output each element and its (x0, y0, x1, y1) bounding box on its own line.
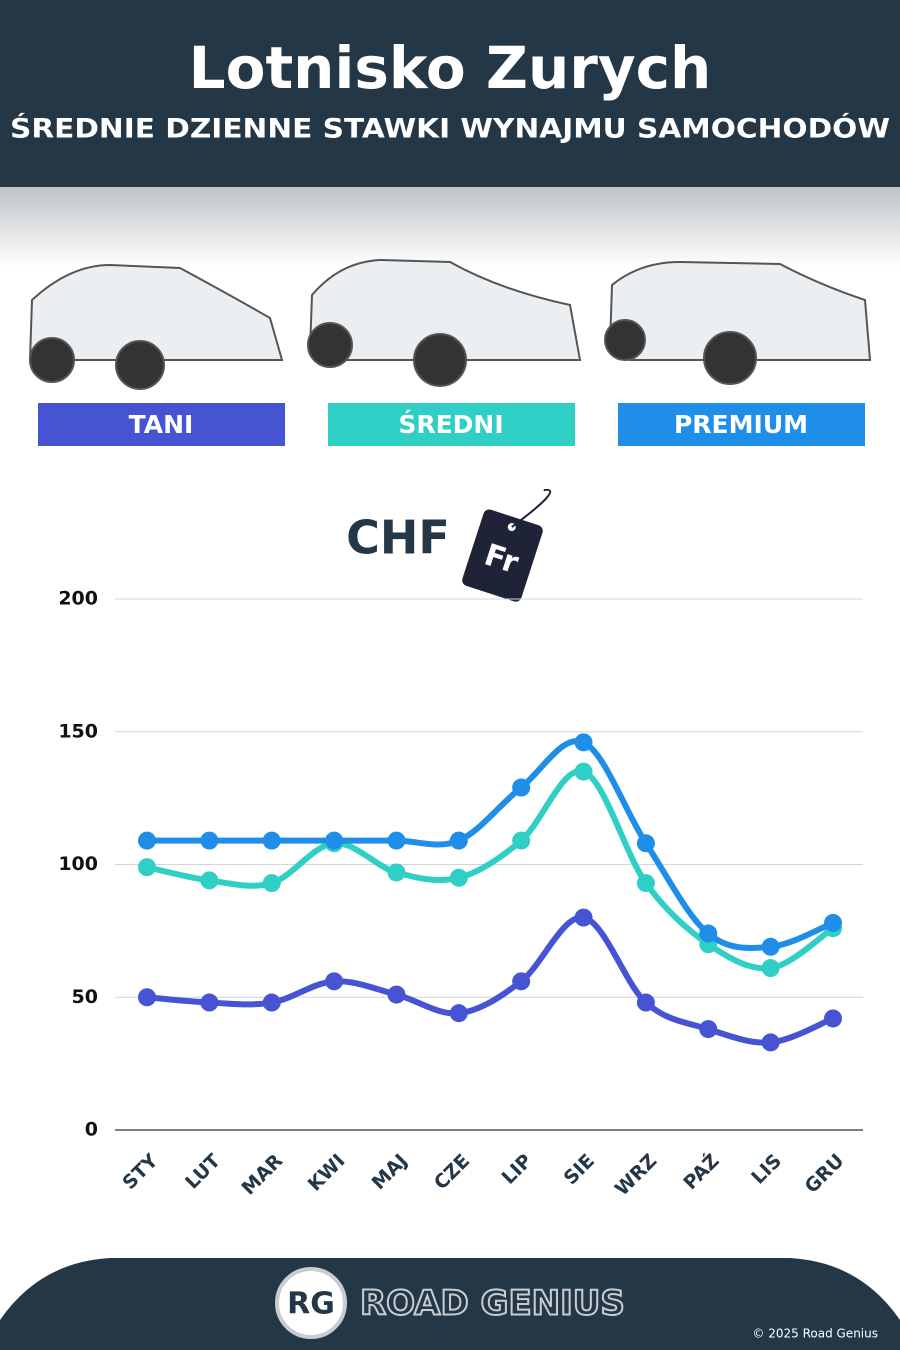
data-point (262, 993, 281, 1012)
series-line (144, 914, 836, 1046)
data-point (387, 863, 406, 882)
footer-band (0, 1258, 900, 1350)
data-point (449, 831, 468, 850)
x-tick-label: STY (118, 1150, 162, 1194)
data-point (699, 924, 718, 943)
data-point (262, 874, 281, 893)
currency-badge: CHF Fr (346, 488, 552, 602)
x-tick-label: LUT (181, 1150, 225, 1194)
data-point (761, 959, 780, 978)
title: Lotnisko Zurych (189, 34, 712, 102)
data-point (387, 831, 406, 850)
logo-circle (275, 1267, 347, 1339)
x-tick-label: MAR (237, 1150, 287, 1200)
data-point (200, 993, 219, 1012)
data-point (512, 778, 531, 797)
y-tick-label: 0 (85, 1119, 98, 1141)
y-tick-label: 100 (58, 853, 98, 875)
price-tag (462, 509, 543, 602)
subtitle: ŚREDNIE DZIENNE STAWKI WYNAJMU SAMOCHODÓ… (10, 113, 890, 145)
x-tick-label: KWI (304, 1150, 350, 1196)
x-tick-label: PAŹ (679, 1149, 724, 1194)
logo: RG (287, 1287, 335, 1322)
x-tick-label: CZE (430, 1150, 474, 1194)
x-tick-label: LIS (747, 1150, 786, 1189)
x-tick-label: MAJ (368, 1150, 412, 1194)
x-tick-label: GRU (801, 1150, 849, 1198)
data-point (636, 874, 655, 893)
legend-label: ŚREDNI (398, 409, 503, 439)
data-point (512, 972, 531, 991)
currency-label: CHF (346, 511, 450, 565)
data-point (138, 858, 156, 877)
header-band (0, 0, 900, 187)
data-point (761, 937, 780, 956)
car-illustrations (28, 258, 872, 390)
x-tick-label: WRZ (611, 1150, 661, 1200)
data-point (824, 913, 842, 932)
data-point (574, 762, 593, 781)
x-tick-label: SIE (560, 1150, 599, 1189)
legend-swatch (328, 403, 575, 446)
data-point (699, 1020, 718, 1039)
data-point (138, 831, 156, 850)
y-tick-label: 50 (72, 986, 98, 1008)
y-tick-label: 200 (58, 588, 98, 610)
data-point (761, 1033, 780, 1052)
data-point (636, 834, 655, 853)
copyright: © 2025 Road Genius (752, 1327, 878, 1341)
series-line (144, 737, 836, 951)
series-line (144, 768, 836, 972)
data-point (636, 993, 655, 1012)
data-point (574, 908, 593, 927)
data-point (449, 1004, 468, 1023)
data-point (512, 831, 531, 850)
legend-label: PREMIUM (674, 410, 808, 439)
data-point (200, 871, 219, 890)
data-point (262, 831, 281, 850)
data-point (824, 1009, 842, 1028)
data-point (325, 972, 344, 991)
data-point (574, 733, 593, 752)
legend-swatch (38, 403, 285, 446)
header-shadow (0, 187, 900, 267)
brand: ROAD GENIUS (360, 1284, 625, 1324)
x-tick-label: LIP (498, 1150, 537, 1189)
y-tick-label: 150 (58, 720, 98, 742)
data-point (200, 831, 219, 850)
data-point (138, 988, 156, 1007)
legend-swatch (618, 403, 865, 446)
data-point (387, 985, 406, 1004)
legend-label: TANI (129, 410, 194, 439)
data-point (449, 868, 468, 887)
data-point (325, 831, 344, 850)
